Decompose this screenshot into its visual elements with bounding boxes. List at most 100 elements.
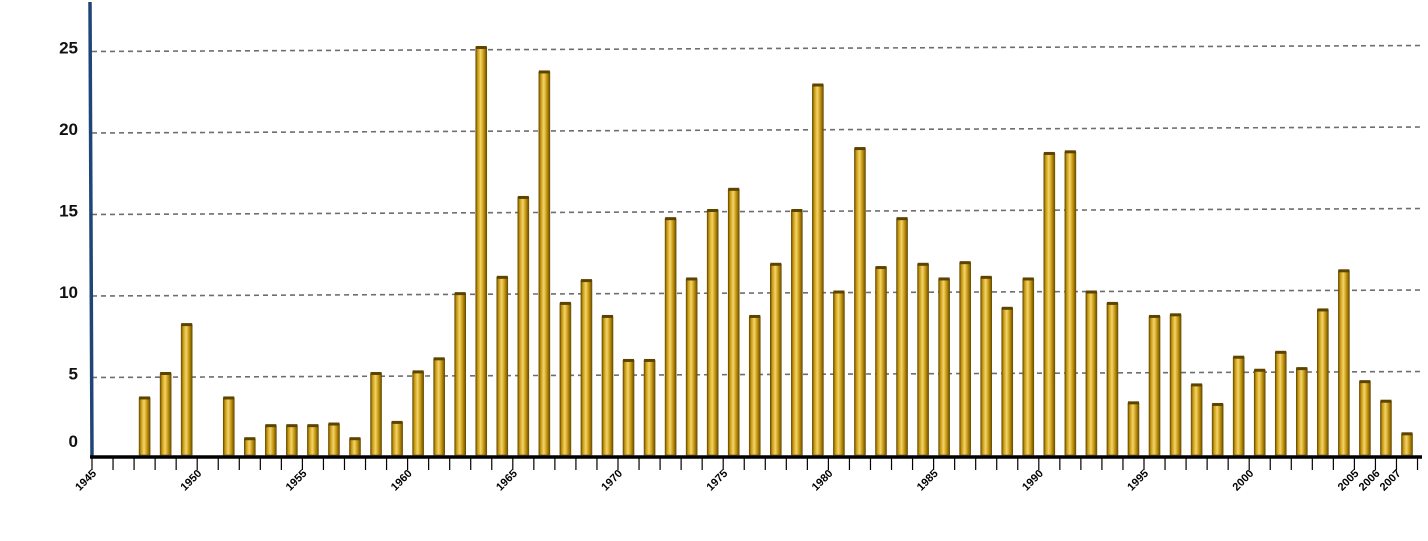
bar-body [1274, 352, 1287, 456]
bar-top [1275, 350, 1287, 354]
axes [88, 1, 1422, 459]
bar-body [748, 316, 761, 456]
bar [601, 314, 614, 456]
bar-body [307, 425, 319, 456]
bar-body [1064, 151, 1077, 456]
bar-body [769, 263, 782, 456]
gridline [91, 370, 1423, 379]
bar-top [665, 217, 677, 221]
bar-body [538, 71, 551, 456]
bar [265, 424, 277, 456]
bar [180, 323, 193, 456]
y-axis-line [88, 1, 94, 459]
bar [1274, 350, 1287, 456]
bar [1148, 314, 1161, 456]
bar-top [875, 266, 887, 270]
bar-body [896, 218, 908, 456]
bar-body [286, 425, 298, 456]
bar-top [1149, 314, 1161, 318]
bar-top [475, 46, 487, 49]
bar-body [1211, 404, 1224, 456]
bar-top [412, 370, 424, 374]
bar [1338, 269, 1350, 456]
bar-top [1338, 269, 1350, 273]
bar-top [1022, 277, 1034, 281]
bar [769, 262, 782, 456]
bar-body [391, 422, 403, 456]
bar [854, 147, 866, 456]
bar-body [349, 438, 361, 456]
bar-top [244, 437, 256, 441]
bar-body [875, 267, 887, 456]
bar [349, 437, 361, 456]
bar-body [685, 278, 698, 456]
x-tick-label: 1960 [389, 468, 415, 494]
bar [138, 396, 151, 456]
bar-top [938, 277, 950, 281]
bar-top [728, 187, 740, 191]
bar-top [1296, 367, 1308, 371]
bar-top [328, 422, 340, 426]
bar-top [1212, 402, 1224, 406]
bar-top [1317, 308, 1329, 312]
bar-body [938, 278, 950, 456]
bar [706, 209, 719, 456]
bar-body [1169, 314, 1182, 456]
bar-top [559, 301, 571, 305]
bar-top [265, 424, 277, 428]
bar-top [686, 277, 698, 281]
bar-top [917, 262, 929, 266]
bar-body [433, 358, 445, 456]
x-tick-label: 1990 [1020, 468, 1046, 494]
gridline [91, 44, 1423, 53]
bar-body [791, 210, 803, 456]
y-tick-label: 25 [59, 39, 78, 58]
bar-top [623, 358, 635, 362]
bar [1001, 306, 1014, 456]
bar-body [1401, 433, 1413, 456]
bar [328, 422, 340, 456]
bar [559, 301, 572, 456]
bar [1253, 368, 1266, 456]
bar [1211, 402, 1224, 456]
bar [1380, 399, 1392, 456]
x-tick-label: 1995 [1125, 468, 1151, 494]
bar-body [244, 438, 256, 456]
bar-top [749, 314, 761, 318]
bar-body [412, 371, 424, 456]
bars [138, 46, 1413, 456]
bar-body [643, 360, 656, 456]
bar [244, 437, 256, 456]
y-tick-label: 20 [59, 120, 78, 139]
bar-top [959, 261, 971, 265]
bar [1064, 150, 1077, 456]
bar [938, 277, 950, 456]
bar-top [370, 372, 382, 375]
bar [896, 217, 908, 456]
bar [370, 372, 382, 456]
bar-top [433, 357, 445, 361]
bar-top [286, 424, 298, 428]
bar [1169, 313, 1182, 456]
bar-top [139, 396, 151, 400]
bar-body [1148, 316, 1161, 456]
bar-body [222, 397, 235, 456]
gridline [91, 207, 1423, 216]
bar-top [1043, 151, 1055, 155]
bar-top [1380, 399, 1392, 403]
bar-top [1401, 432, 1413, 436]
bar-body [601, 316, 614, 456]
x-tick-label: 1945 [73, 468, 99, 494]
bar-top [644, 358, 656, 362]
bar-body [959, 262, 971, 456]
gridline [91, 289, 1423, 297]
bar-body [854, 148, 866, 456]
bar [538, 70, 551, 456]
bar-top [1127, 401, 1139, 405]
bar-top [517, 195, 529, 199]
bar [685, 277, 698, 456]
bar [1022, 277, 1035, 456]
x-tick-label: 1965 [494, 468, 520, 494]
bar [980, 275, 993, 456]
